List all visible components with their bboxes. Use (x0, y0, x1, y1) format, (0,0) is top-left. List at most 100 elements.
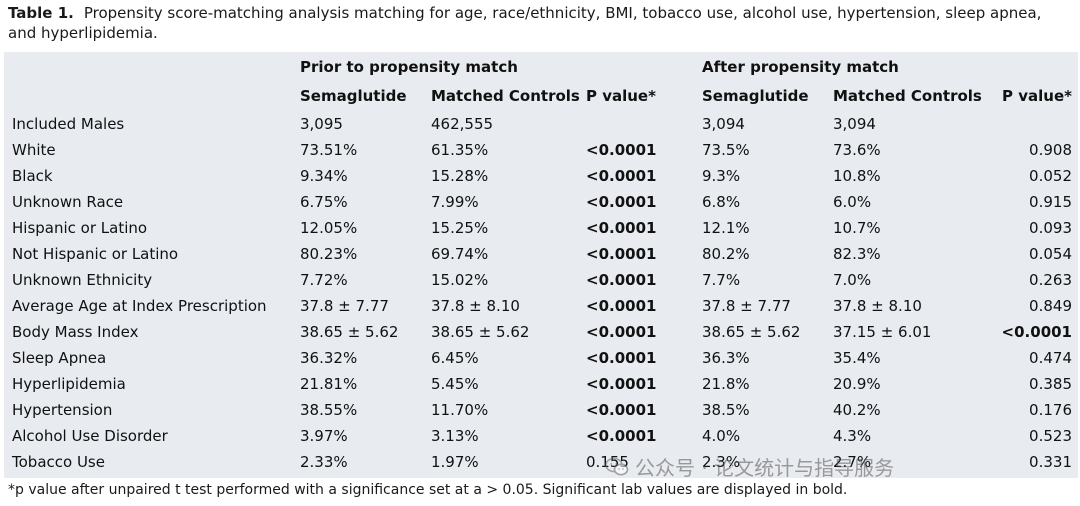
cell-semaglutide-after: 37.8 ± 7.77 (702, 297, 791, 315)
table-row: Sleep Apnea 36.32% 6.45% <0.0001 36.3% 35.4% 0… (4, 345, 1078, 371)
table-row: Average Age at Index Prescription 37.8 ± … (4, 293, 1078, 319)
table-footnote: *p value after unpaired t test performed… (8, 482, 848, 498)
row-label: Body Mass Index (12, 323, 139, 341)
cell-pvalue-prior: <0.0001 (586, 349, 657, 367)
cell-pvalue-after: 0.474 (1029, 349, 1072, 367)
cell-semaglutide-after: 6.8% (702, 193, 741, 211)
propensity-table: Prior to propensity match After propensi… (4, 52, 1078, 475)
cell-controls-prior: 5.45% (431, 375, 479, 393)
cell-semaglutide-after: 9.3% (702, 167, 741, 185)
row-label: White (12, 141, 56, 159)
table-row: Not Hispanic or Latino 80.23% 69.74% <0.000… (4, 241, 1078, 267)
row-label: Black (12, 167, 53, 185)
cell-pvalue-after: 0.263 (1029, 271, 1072, 289)
cell-controls-after: 82.3% (833, 245, 881, 263)
cell-pvalue-after (984, 111, 1078, 137)
table-row: Body Mass Index 38.65 ± 5.62 38.65 ± 5.62 <… (4, 319, 1078, 345)
table-row: Hispanic or Latino 12.05% 15.25% <0.0001 12.… (4, 215, 1078, 241)
column-header-pvalue-prior: P value* (586, 87, 656, 105)
cell-controls-after: 73.6% (833, 141, 881, 159)
table-row: Hypertension 38.55% 11.70% <0.0001 38.5% 40.2… (4, 397, 1078, 423)
cell-pvalue-prior: <0.0001 (586, 297, 657, 315)
cell-pvalue-prior: <0.0001 (586, 245, 657, 263)
cell-semaglutide-prior: 38.55% (300, 401, 358, 419)
row-label: Tobacco Use (12, 453, 105, 471)
cell-pvalue-after: 0.052 (1029, 167, 1072, 185)
cell-semaglutide-after: 36.3% (702, 349, 750, 367)
cell-semaglutide-after: 38.5% (702, 401, 750, 419)
cell-controls-prior: 15.25% (431, 219, 489, 237)
cell-semaglutide-after: 7.7% (702, 271, 741, 289)
cell-semaglutide-after: 2.3% (702, 453, 741, 471)
cell-controls-prior: 6.45% (431, 349, 479, 367)
group-header-empty (4, 52, 300, 81)
cell-semaglutide-prior: 73.51% (300, 141, 358, 159)
cell-controls-prior: 15.02% (431, 271, 489, 289)
cell-controls-after: 37.15 ± 6.01 (833, 323, 932, 341)
table-row: Unknown Race 6.75% 7.99% <0.0001 6.8% 6.0% 0.9… (4, 189, 1078, 215)
row-label: Unknown Race (12, 193, 124, 211)
table-row: Hyperlipidemia 21.81% 5.45% <0.0001 21.8% 20.… (4, 371, 1078, 397)
cell-pvalue-after: 0.331 (1029, 453, 1072, 471)
cell-controls-prior: 3.13% (431, 427, 479, 445)
cell-semaglutide-prior: 2.33% (300, 453, 348, 471)
cell-pvalue-prior (586, 111, 702, 137)
table-row: Alcohol Use Disorder 3.97% 3.13% <0.0001 4.0… (4, 423, 1078, 449)
group-header-after: After propensity match (702, 57, 899, 76)
cell-pvalue-prior: <0.0001 (586, 323, 657, 341)
row-label: Hispanic or Latino (12, 219, 148, 237)
row-label: Sleep Apnea (12, 349, 107, 367)
cell-semaglutide-prior: 3.97% (300, 427, 348, 445)
cell-pvalue-prior: <0.0001 (586, 271, 657, 289)
row-label: Alcohol Use Disorder (12, 427, 168, 445)
cell-pvalue-after: 0.908 (1029, 141, 1072, 159)
cell-semaglutide-prior: 21.81% (300, 375, 358, 393)
row-label: Unknown Ethnicity (12, 271, 153, 289)
cell-semaglutide-prior: 80.23% (300, 245, 358, 263)
cell-controls-prior: 11.70% (431, 401, 489, 419)
cell-pvalue-prior: <0.0001 (586, 193, 657, 211)
cell-semaglutide-after: 21.8% (702, 375, 750, 393)
cell-semaglutide-after: 38.65 ± 5.62 (702, 323, 801, 341)
cell-pvalue-prior: <0.0001 (586, 401, 657, 419)
column-header-empty (4, 81, 300, 111)
cell-semaglutide-prior: 12.05% (300, 219, 358, 237)
row-label: Not Hispanic or Latino (12, 245, 179, 263)
cell-semaglutide-prior: 9.34% (300, 167, 348, 185)
column-header-controls-after: Matched Controls (833, 87, 982, 105)
cell-controls-prior: 462,555 (431, 115, 494, 133)
table-row: Tobacco Use 2.33% 1.97% 0.155 2.3% 2.7% 0.331 (4, 449, 1078, 475)
cell-pvalue-after: 0.915 (1029, 193, 1072, 211)
cell-controls-prior: 7.99% (431, 193, 479, 211)
row-label: Included Males (12, 115, 125, 133)
cell-pvalue-after: <0.0001 (1001, 323, 1072, 341)
cell-pvalue-prior: <0.0001 (586, 167, 657, 185)
column-header-semaglutide-after: Semaglutide (702, 87, 809, 105)
table-row: Black 9.34% 15.28% <0.0001 9.3% 10.8% 0.052 (4, 163, 1078, 189)
cell-pvalue-prior: <0.0001 (586, 141, 657, 159)
column-header-row: Semaglutide Matched Controls P value* Se… (4, 81, 1078, 111)
cell-controls-prior: 38.65 ± 5.62 (431, 323, 530, 341)
cell-semaglutide-after: 3,094 (702, 115, 745, 133)
cell-semaglutide-prior: 38.65 ± 5.62 (300, 323, 399, 341)
cell-semaglutide-after: 73.5% (702, 141, 750, 159)
cell-semaglutide-prior: 3,095 (300, 115, 343, 133)
table-caption-label: Table 1. (8, 4, 74, 22)
cell-semaglutide-prior: 6.75% (300, 193, 348, 211)
cell-semaglutide-after: 4.0% (702, 427, 741, 445)
cell-controls-prior: 61.35% (431, 141, 489, 159)
table-row: Included Males 3,095 462,555 3,094 3,094 (4, 111, 1078, 137)
cell-controls-after: 3,094 (833, 115, 876, 133)
cell-semaglutide-prior: 37.8 ± 7.77 (300, 297, 389, 315)
table-row: Unknown Ethnicity 7.72% 15.02% <0.0001 7.7% 7… (4, 267, 1078, 293)
cell-pvalue-after: 0.176 (1029, 401, 1072, 419)
cell-controls-after: 2.7% (833, 453, 872, 471)
cell-controls-prior: 37.8 ± 8.10 (431, 297, 520, 315)
cell-pvalue-after: 0.054 (1029, 245, 1072, 263)
row-label: Hyperlipidemia (12, 375, 126, 393)
cell-pvalue-prior: <0.0001 (586, 375, 657, 393)
table-row: White 73.51% 61.35% <0.0001 73.5% 73.6% 0.908 (4, 137, 1078, 163)
group-header-prior: Prior to propensity match (300, 57, 518, 76)
cell-semaglutide-prior: 36.32% (300, 349, 358, 367)
cell-controls-after: 4.3% (833, 427, 872, 445)
